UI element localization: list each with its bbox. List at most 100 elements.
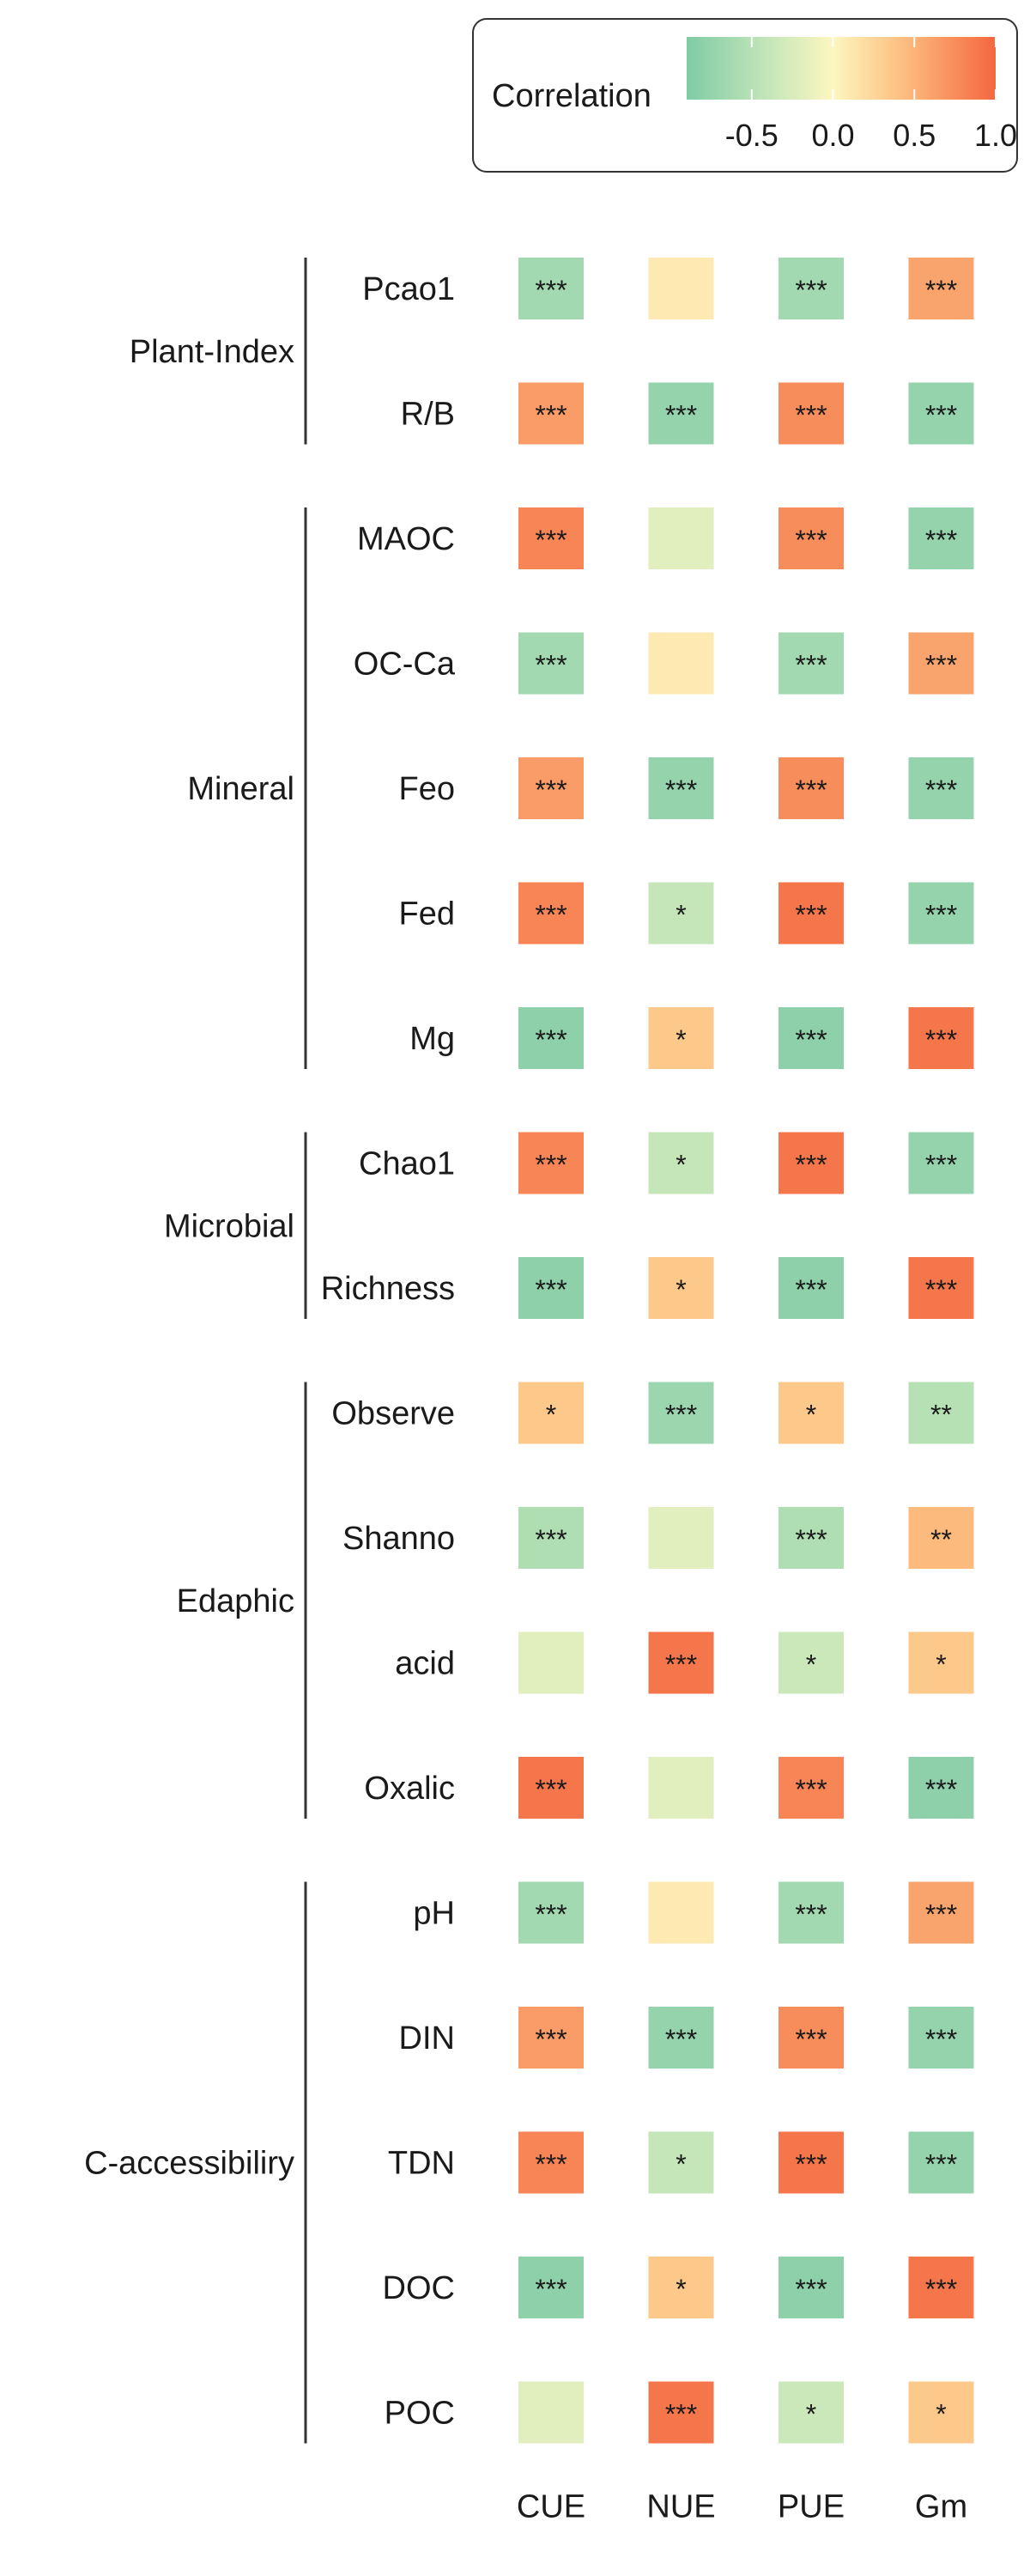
significance-label: *** — [535, 1524, 566, 1555]
heatmap-cell — [779, 1257, 844, 1319]
heatmap-cell — [779, 2007, 844, 2069]
heatmap-cell — [779, 882, 844, 945]
heatmap-cell — [779, 632, 844, 695]
heatmap-cell — [908, 1382, 974, 1444]
heatmap-cell — [908, 2257, 974, 2318]
column-label-pue: PUE — [778, 2489, 845, 2525]
row-label-feo: Feo — [399, 771, 455, 807]
significance-label: *** — [665, 400, 697, 431]
row-label-tdn: TDN — [388, 2146, 455, 2182]
significance-label: *** — [925, 2149, 957, 2180]
row-label-oc-ca: OC-Ca — [354, 647, 456, 683]
heatmap-cell — [779, 258, 844, 319]
heatmap-cell — [908, 1757, 974, 1819]
row-label-maoc: MAOC — [357, 521, 455, 557]
significance-label: *** — [795, 1024, 827, 1055]
group-label-mineral: Mineral — [187, 771, 294, 807]
heatmap-cell — [648, 1257, 714, 1319]
significance-label: *** — [925, 1899, 957, 1930]
heatmap-cell — [518, 2131, 584, 2194]
significance-label: * — [676, 1274, 686, 1305]
row-label-oxalic: Oxalic — [364, 1771, 455, 1807]
significance-label: *** — [535, 775, 566, 805]
legend: Correlation -0.5 0.0 0.5 1.0 — [472, 18, 1018, 173]
significance-label: *** — [795, 775, 827, 805]
heatmap-cell — [908, 258, 974, 319]
row-label-shanno: Shanno — [342, 1521, 455, 1557]
significance-label: *** — [795, 1150, 827, 1181]
row-labels: Pcao1 R/B MAOC OC-Ca Feo Fed Mg Chao1 Richness Ob… — [321, 271, 456, 2432]
group-label-plant-index: Plant-Index — [130, 334, 294, 370]
heatmap-cell — [648, 507, 714, 569]
legend-ticks: -0.5 0.0 0.5 1.0 — [725, 37, 1017, 153]
heatmap-cell — [908, 1881, 974, 1944]
significance-label: * — [676, 2149, 686, 2180]
significance-label: *** — [535, 400, 566, 431]
heatmap-cell — [648, 1757, 714, 1819]
heatmap-cell — [648, 757, 714, 819]
significance-label: *** — [795, 1899, 827, 1930]
legend-tick-label: 1.0 — [974, 118, 1017, 153]
heatmap-cell — [518, 382, 584, 445]
heatmap-cell — [648, 1507, 714, 1569]
significance-label: *** — [795, 2274, 827, 2305]
heatmap-cell — [779, 1631, 844, 1694]
heatmap-cell — [779, 1132, 844, 1194]
significance-label: *** — [665, 2024, 697, 2055]
significance-label: *** — [535, 650, 566, 681]
legend-tick-label: -0.5 — [725, 118, 779, 153]
significance-label: *** — [795, 2149, 827, 2180]
heatmap-cell — [648, 1132, 714, 1194]
significance-label: *** — [535, 1274, 566, 1305]
heatmap-cell — [518, 2007, 584, 2069]
heatmap-cell — [779, 1757, 844, 1819]
group-labels: Plant-Index Mineral Microbial Edaphic C-acce… — [84, 258, 307, 2444]
significance-label: * — [936, 2399, 946, 2430]
column-label-gm: Gm — [915, 2489, 967, 2525]
heatmap-cell — [779, 757, 844, 819]
heatmap-cell — [518, 1631, 584, 1694]
heatmap-cell — [779, 2257, 844, 2318]
heatmap-cell — [779, 1507, 844, 1569]
heatmap-cell — [518, 757, 584, 819]
heatmap-cell — [518, 507, 584, 569]
heatmap-cell — [518, 882, 584, 945]
heatmap-cell — [908, 632, 974, 695]
heatmap-cell — [908, 757, 974, 819]
significance-label: *** — [795, 1524, 827, 1555]
heatmap-cell — [779, 382, 844, 445]
significance-label: *** — [535, 2274, 566, 2305]
significance-label: *** — [795, 275, 827, 306]
significance-label: *** — [795, 1774, 827, 1805]
heatmap-cell — [518, 632, 584, 695]
significance-label: *** — [665, 1400, 697, 1431]
heatmap-cell — [908, 2381, 974, 2444]
column-labels: CUE NUE PUE Gm — [517, 2489, 967, 2525]
heatmap-cell — [648, 382, 714, 445]
significance-label: *** — [795, 400, 827, 431]
significance-label: *** — [535, 900, 566, 931]
heatmap-cell — [908, 2007, 974, 2069]
heatmap-cell — [648, 882, 714, 945]
heatmap-cell — [908, 382, 974, 445]
heatmap-cell — [779, 507, 844, 569]
row-label-poc: POC — [385, 2396, 455, 2432]
heatmap-cell — [518, 1757, 584, 1819]
significance-label: *** — [535, 2024, 566, 2055]
significance-label: *** — [535, 2149, 566, 2180]
heatmap-cell — [908, 1132, 974, 1194]
heatmap-cell — [648, 2381, 714, 2444]
row-label-chao1: Chao1 — [359, 1146, 455, 1182]
significance-label: ** — [930, 1400, 952, 1431]
row-label-mg: Mg — [409, 1021, 455, 1057]
heatmap-cell — [779, 1382, 844, 1444]
heatmap-cell — [908, 507, 974, 569]
significance-label: *** — [535, 1024, 566, 1055]
heatmap-cell — [648, 2131, 714, 2194]
significance-label: *** — [925, 900, 957, 931]
significance-label: *** — [665, 775, 697, 805]
significance-label: *** — [665, 1649, 697, 1680]
significance-label: * — [676, 1024, 686, 1055]
row-label-ph: pH — [413, 1896, 455, 1932]
row-label-observe: Observe — [331, 1396, 455, 1432]
